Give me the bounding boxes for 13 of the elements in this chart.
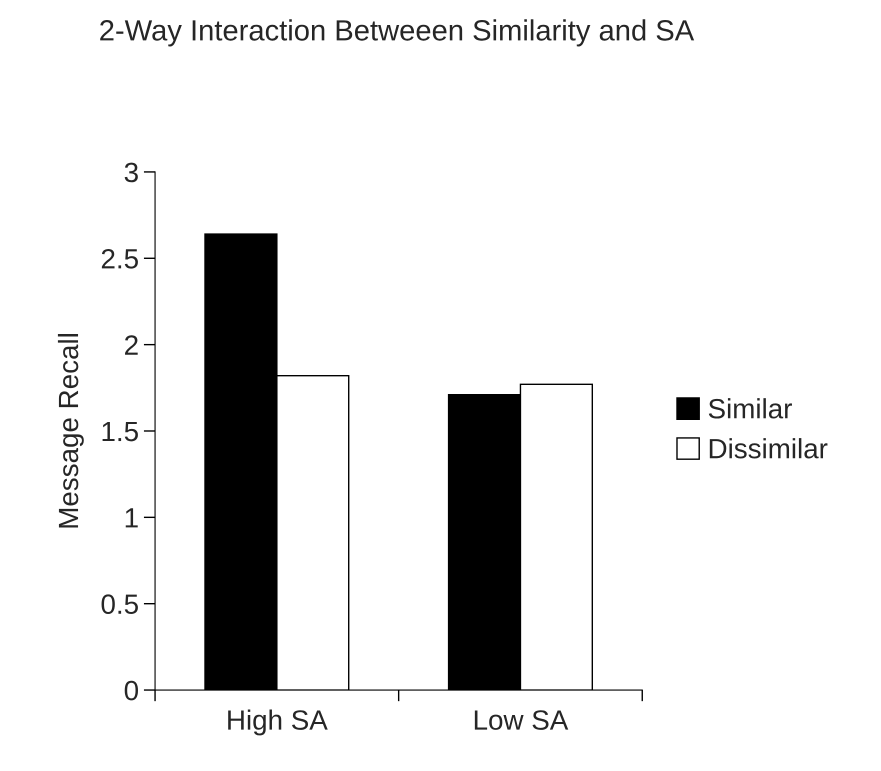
legend-label: Similar [708,398,792,419]
y-axis-title: Message Recall [58,334,84,528]
y-tick-label: 2.5 [102,248,138,269]
chart-title: 2-Way Interaction Betweeen Similarity and SA [100,19,694,46]
y-tick-label: 2 [125,335,138,355]
y-tick-label: 3 [124,162,138,182]
y-tick-label: 0 [124,680,138,700]
y-tick-label: 1 [126,508,138,528]
x-tick-label: Low SA [474,710,568,730]
x-tick-label: High SA [228,709,328,736]
legend-label: Dissimilar [710,438,828,458]
y-tick-label: 1.5 [102,422,138,442]
y-tick-label: 0.5 [102,594,138,614]
